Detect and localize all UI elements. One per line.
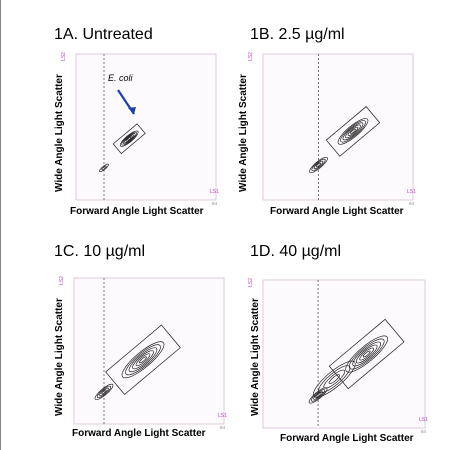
panel-1a-y-axis-label: Wide Angle Light Scatter <box>54 74 65 192</box>
contour-ring <box>96 385 112 399</box>
contour-ring <box>362 350 371 358</box>
y-axis-tag: LS2 <box>59 276 65 285</box>
contour-ring <box>135 353 151 367</box>
contour-ring <box>337 118 369 145</box>
contour-ring <box>101 165 107 171</box>
y-axis-tag: LS2 <box>248 278 254 287</box>
panel-1d-plot: LS1 64 LS2 <box>248 278 428 434</box>
contour-ring <box>345 335 388 373</box>
contour-ring <box>119 130 139 147</box>
population-0 <box>121 341 165 379</box>
x-axis-max: 64 <box>212 201 218 206</box>
x-axis-max: 64 <box>409 201 415 206</box>
x-axis-tag: LS1 <box>218 413 227 419</box>
contour-ring <box>99 163 109 173</box>
population-0 <box>337 118 369 145</box>
contour-ring <box>311 158 326 172</box>
panel-1a-annotation: E. coli <box>108 73 133 83</box>
contour-ring <box>139 356 147 364</box>
panel-1a-x-axis-label: Forward Angle Light Scatter <box>70 206 204 217</box>
contour-ring <box>122 133 136 145</box>
contour-ring <box>128 347 158 373</box>
contour-ring <box>121 341 165 379</box>
annotation-arrowhead <box>128 107 136 114</box>
contour-ring <box>315 393 321 398</box>
contour-ring <box>352 341 382 367</box>
panel-1c-x-axis-label: Forward Angle Light Scatter <box>72 428 206 439</box>
population-0 <box>119 130 139 147</box>
panel-1d-title: 1D. 40 µg/ml <box>250 243 342 260</box>
plot-frame <box>262 53 414 201</box>
contour-ring <box>99 387 109 397</box>
gate-region <box>105 324 181 395</box>
panel-3-content: LS1 64 LS2 <box>248 278 428 434</box>
y-axis-tag: LS2 <box>248 52 254 61</box>
panel-1d-y-axis-label: Wide Angle Light Scatter <box>250 298 261 416</box>
panel-1-content: LS1 64 LS2 <box>248 52 416 206</box>
panel-1c-title: 1C. 10 µg/ml <box>54 243 146 260</box>
contour-ring <box>124 134 135 143</box>
contour-ring <box>132 350 154 370</box>
contour-ring <box>315 162 322 168</box>
population-2 <box>308 387 328 404</box>
panel-1c-plot: LS1 64 LS2 <box>59 276 227 430</box>
contour-ring <box>94 383 114 400</box>
population-1 <box>99 163 109 173</box>
contour-ring <box>125 344 161 376</box>
contour-ring <box>101 389 107 395</box>
contour-ring <box>355 344 378 364</box>
panel-1c-y-axis-label: Wide Angle Light Scatter <box>54 298 65 416</box>
population-0 <box>345 335 388 373</box>
gate-region <box>112 123 146 155</box>
contour-ring <box>127 136 132 141</box>
x-axis-tag: LS1 <box>419 417 428 423</box>
contour-ring <box>342 122 364 141</box>
contour-ring <box>313 160 324 170</box>
gate-region <box>325 106 381 157</box>
contour-ring <box>345 124 361 139</box>
contour-ring <box>310 389 326 402</box>
contour-ring <box>309 156 328 174</box>
contour-ring <box>313 391 323 400</box>
panel-1b-title: 1B. 2.5 µg/ml <box>250 26 345 43</box>
panel-1b-plot: LS1 64 LS2 <box>248 52 416 206</box>
contour-ring <box>359 347 375 361</box>
population-1 <box>94 383 114 400</box>
contour-ring <box>340 120 366 143</box>
y-axis-tag: LS2 <box>61 52 67 61</box>
contour-ring <box>328 374 340 385</box>
plot-frame <box>75 53 217 201</box>
panel-2-content: LS1 64 LS2 <box>59 276 227 430</box>
plot-frame <box>73 277 225 425</box>
panel-1a-title: 1A. Untreated <box>54 26 153 43</box>
x-axis-max: 64 <box>220 425 226 430</box>
panel-1d-x-axis-label: Forward Angle Light Scatter <box>280 433 414 444</box>
contour-ring <box>350 128 356 134</box>
contour-ring <box>347 126 359 137</box>
panel-1a-plot: LS1 64 LS2 <box>61 52 219 206</box>
contour-ring <box>121 131 138 146</box>
gate-region <box>328 318 405 390</box>
page-left-rule <box>0 0 1 450</box>
population-1 <box>309 156 328 174</box>
x-axis-max: 64 <box>421 429 427 434</box>
panel-1b-x-axis-label: Forward Angle Light Scatter <box>270 206 404 217</box>
panel-0-content: LS1 64 LS2 <box>61 52 219 206</box>
x-axis-tag: LS1 <box>407 189 416 195</box>
panel-1b-y-axis-label: Wide Angle Light Scatter <box>238 74 249 192</box>
x-axis-tag: LS1 <box>210 189 219 195</box>
contour-ring <box>308 387 328 404</box>
